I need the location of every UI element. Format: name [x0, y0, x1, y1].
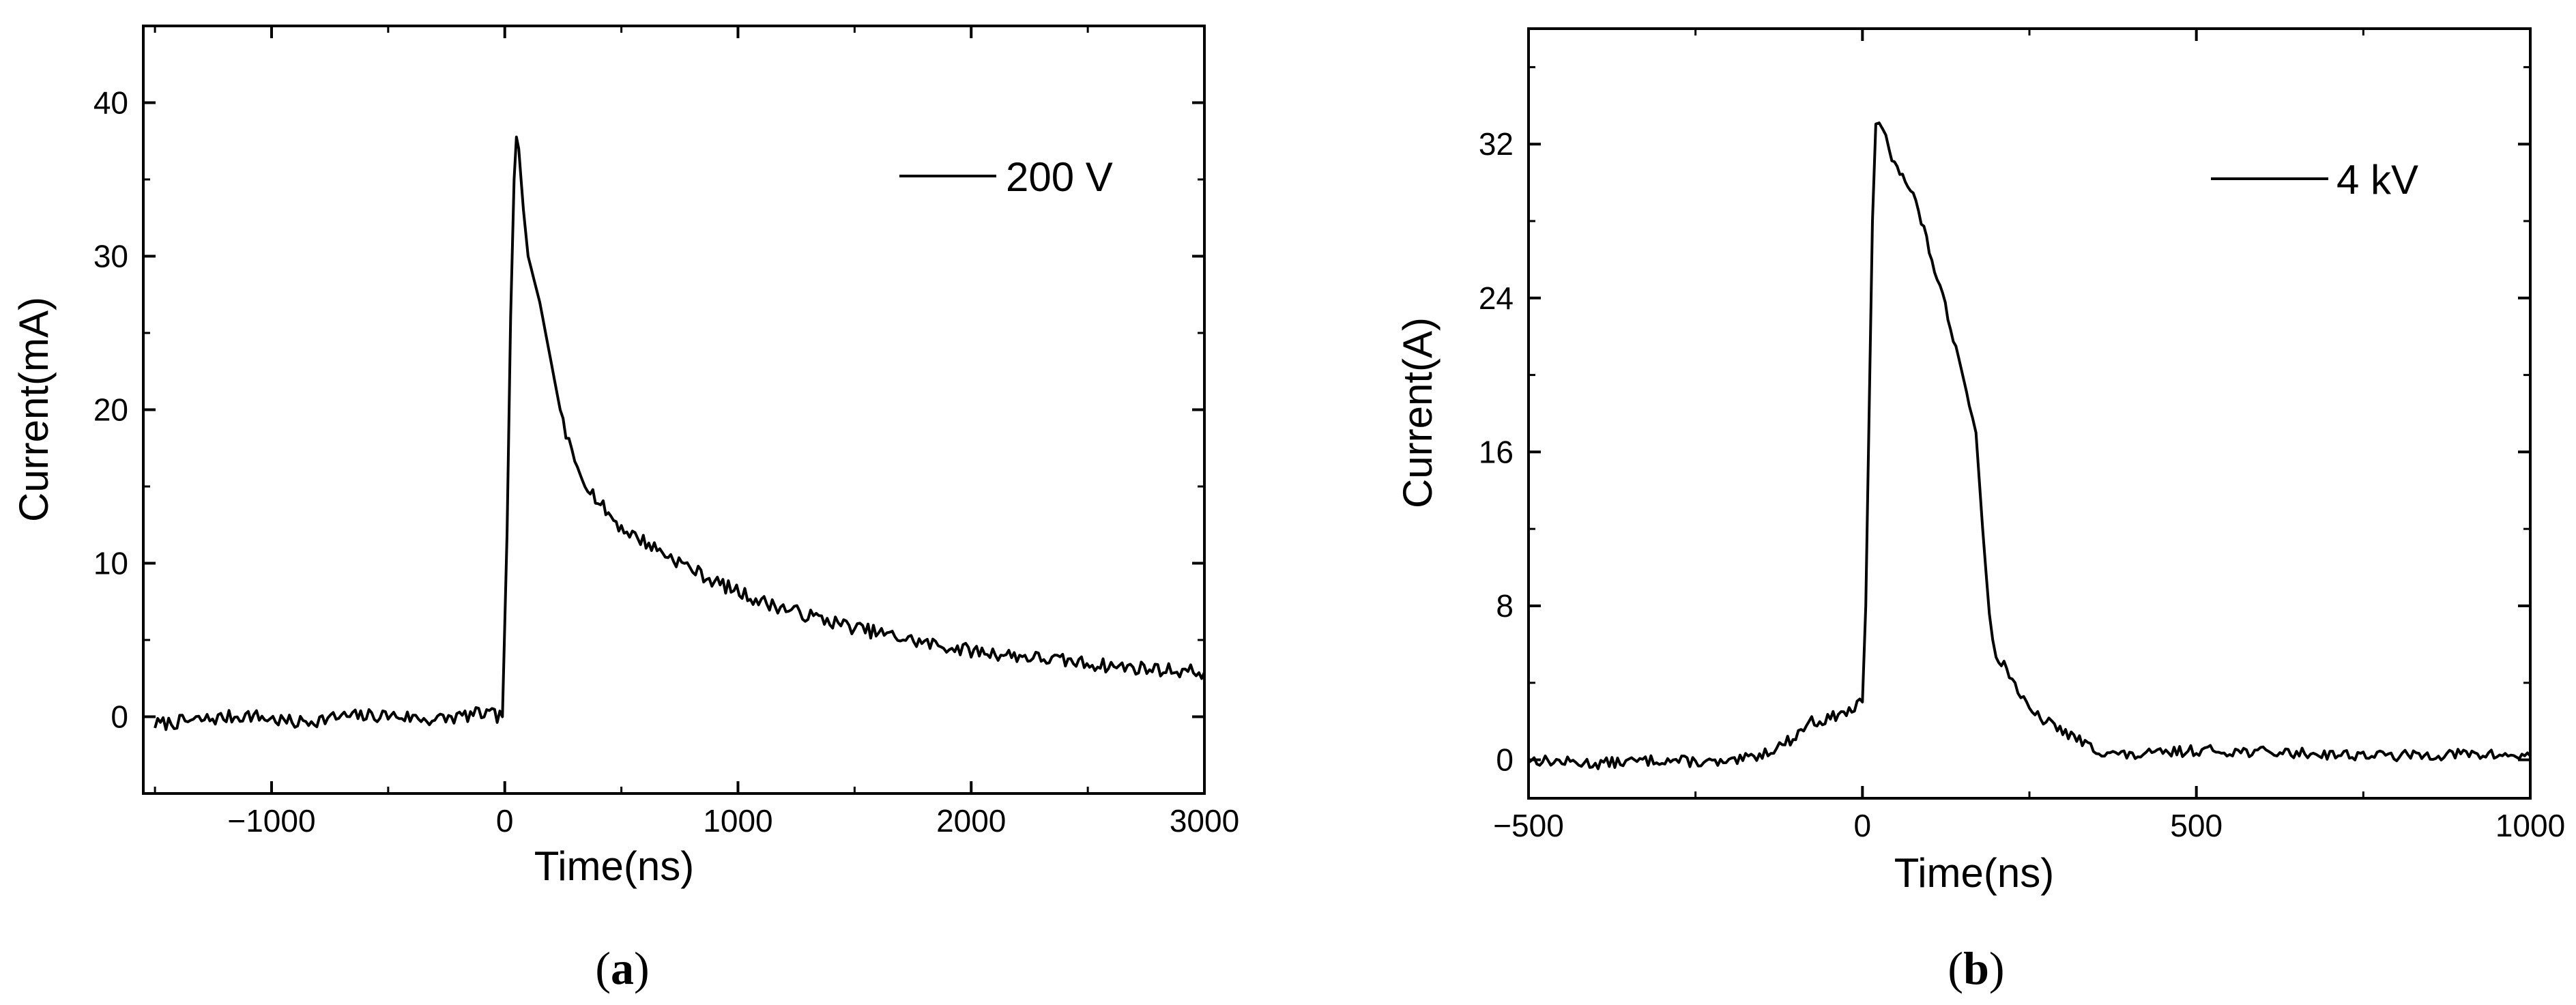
- panel-b-caption-letter: b: [1963, 942, 1989, 994]
- panel-b-marks: −500 0 500 1000 0 8 16 24 32: [1479, 29, 2565, 843]
- panel-b-caption: (b): [1948, 942, 2004, 994]
- panel-a-marks: −1000 0 1000 2000 3000 0 10 20 30 40: [93, 26, 1239, 839]
- panel-a-caption-letter: a: [611, 942, 634, 994]
- panel-b-legend-label: 4 kV: [2336, 157, 2418, 203]
- panel-b-ytick-label: 0: [1496, 742, 1514, 778]
- panel-a-series-line-200v: [154, 135, 1206, 731]
- panel-a-ytick-label: 0: [111, 699, 128, 735]
- panel-b-xtick-label: 500: [2170, 808, 2223, 843]
- panel-b-ylabel: Current(A): [1395, 317, 1441, 508]
- panel-a-ytick-label: 40: [93, 85, 128, 121]
- panel-a-legend-label: 200 V: [1006, 154, 1113, 200]
- panel-a-ylabel: Current(mA): [11, 297, 57, 522]
- panel-b-xlabel: Time(ns): [1894, 850, 2054, 896]
- panel-a-xtick-label: −1000: [227, 803, 315, 839]
- panel-b-series-line-4kv: [1527, 121, 2532, 770]
- panel-b-ytick-label: 24: [1479, 280, 1514, 316]
- panel-b-ytick-label: 16: [1479, 434, 1514, 469]
- panel-a-ytick-label: 20: [93, 392, 128, 428]
- panel-b-caption-open: (: [1948, 942, 1963, 994]
- panel-b-ytick-label: 8: [1496, 588, 1514, 624]
- panel-a: −1000 0 1000 2000 3000 0 10 20 30 40 200 V Time(n…: [11, 25, 1239, 994]
- panel-b: −500 0 500 1000 0 8 16 24 32 4 kV Time(ns) Curre…: [1395, 27, 2565, 994]
- panel-a-caption-open: (: [595, 942, 611, 994]
- panel-a-plot-frame: [142, 25, 1206, 795]
- panel-a-xtick-label: 0: [496, 803, 514, 839]
- panel-a-xtick-label: 2000: [936, 803, 1006, 839]
- panel-a-xtick-label: 1000: [703, 803, 772, 839]
- panel-b-ytick-label: 32: [1479, 126, 1514, 162]
- panel-b-plot-frame: [1527, 27, 2532, 800]
- panel-a-ytick-label: 10: [93, 546, 128, 581]
- panel-b-xtick-label: 0: [1854, 808, 1872, 843]
- panel-b-caption-close: ): [1989, 942, 2005, 994]
- panel-a-caption-close: ): [634, 942, 650, 994]
- panel-a-caption: (a): [595, 942, 649, 994]
- panel-a-xlabel: Time(ns): [534, 843, 694, 889]
- panel-a-ytick-label: 30: [93, 239, 128, 274]
- panel-b-xtick-label: −500: [1493, 808, 1564, 843]
- panel-a-xtick-label: 3000: [1170, 803, 1239, 839]
- panel-b-xtick-label: 1000: [2495, 808, 2565, 843]
